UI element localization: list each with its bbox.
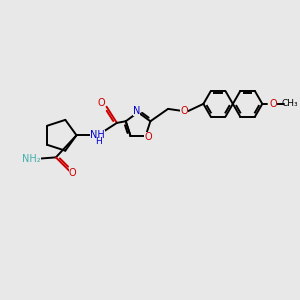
Text: O: O bbox=[144, 132, 152, 142]
Text: NH: NH bbox=[90, 130, 105, 140]
Text: NH₂: NH₂ bbox=[22, 154, 41, 164]
Text: O: O bbox=[69, 168, 76, 178]
Text: CH₃: CH₃ bbox=[281, 99, 298, 108]
Text: O: O bbox=[98, 98, 105, 108]
Text: O: O bbox=[180, 106, 188, 116]
Text: H: H bbox=[94, 137, 101, 146]
Text: N: N bbox=[133, 106, 140, 116]
Text: O: O bbox=[269, 99, 277, 109]
